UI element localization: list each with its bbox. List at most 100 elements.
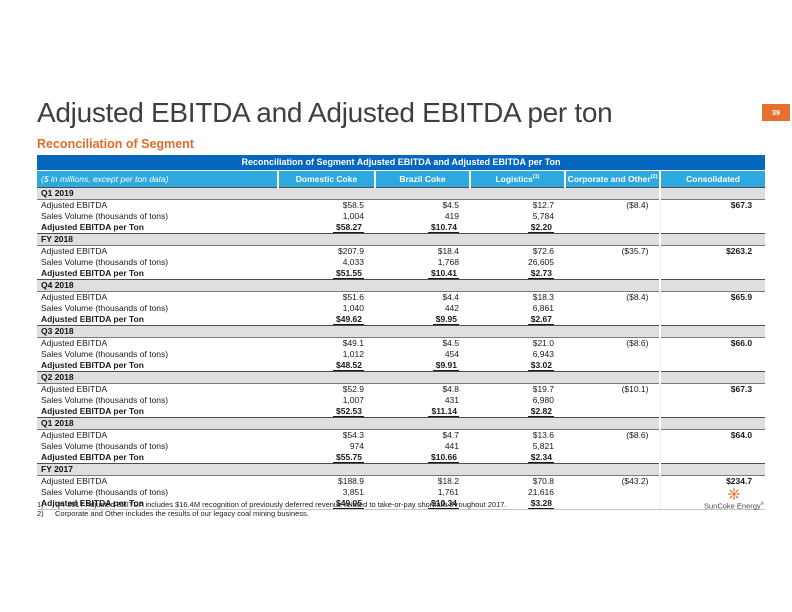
value-cell: $9.91	[375, 360, 470, 372]
footnote-number: 2)	[37, 509, 44, 518]
value-cell	[565, 452, 660, 464]
value-cell	[565, 268, 660, 280]
value-cell	[565, 360, 660, 372]
footnotes: 1) Q4 2017 Adjusted EBITDA includes $16.…	[37, 500, 597, 518]
data-row: Adjusted EBITDA $188.9 $18.2 $70.8 ($43.2) $2…	[37, 475, 766, 487]
value-cell: 442	[375, 303, 470, 314]
value: $2.82	[527, 406, 554, 417]
value: 6,861	[532, 302, 554, 313]
value-cell: ($8.4)	[565, 199, 660, 211]
row-label: Adjusted EBITDA per Ton	[41, 451, 144, 462]
value-cell: 441	[375, 441, 470, 452]
value: $10.34	[428, 498, 459, 509]
value: 974	[349, 440, 364, 451]
value-cell: $234.7	[659, 475, 766, 487]
value-cell: $10.66	[375, 452, 470, 464]
value: $4.5	[442, 199, 459, 210]
data-row: Adjusted EBITDA per Ton $49.05 $10.34 $3.28	[37, 497, 766, 510]
value-cell: $2.82	[470, 406, 565, 418]
period-band-consolidated	[658, 370, 766, 384]
value-cell	[565, 303, 660, 314]
value-cell: $67.3	[659, 199, 766, 211]
registered-mark: ®	[760, 501, 765, 506]
value: $51.6	[342, 291, 364, 302]
value-cell: $18.2	[375, 475, 470, 487]
value: $10.41	[428, 268, 459, 279]
value-cell: $10.74	[375, 222, 470, 234]
value: 454	[444, 348, 459, 359]
value-cell	[565, 314, 660, 326]
footnote-2: 2) Corporate and Other includes the resu…	[37, 509, 597, 518]
section-header-row: FY 2017	[37, 462, 766, 476]
value-cell: ($8.4)	[565, 291, 660, 303]
value-cell: 454	[375, 349, 470, 360]
value-cell: 1,768	[375, 257, 470, 268]
value-cell: $67.3	[659, 383, 766, 395]
value-cell: $188.9	[278, 475, 375, 487]
footnote-number: 1)	[37, 500, 44, 509]
value-cell: 5,784	[470, 211, 565, 222]
value-cell	[659, 348, 766, 360]
value-cell	[659, 267, 766, 279]
section-header-row: Q1 2018	[37, 416, 766, 430]
logo-name: SunCoke Energy	[703, 501, 761, 511]
value-cell	[659, 497, 766, 510]
row-label: Sales Volume (thousands of tons)	[41, 210, 169, 221]
data-row: Adjusted EBITDA per Ton $58.27 $10.74 $2.20	[37, 221, 766, 234]
period-label: Q1 2018	[37, 416, 660, 430]
value-cell: 1,040	[278, 303, 375, 314]
value: $66.0	[730, 337, 753, 348]
value: $234.7	[726, 475, 753, 486]
column-label: Logistics	[495, 173, 533, 184]
footnote-1: 1) Q4 2017 Adjusted EBITDA includes $16.…	[37, 500, 597, 509]
value: $2.67	[527, 314, 554, 325]
value-cell: $54.3	[278, 429, 375, 441]
period-band-consolidated	[658, 324, 766, 338]
section-header-row: Q1 2019	[37, 186, 766, 200]
value-cell	[565, 406, 660, 418]
value-cell: $48.52	[278, 360, 375, 372]
section-subtitle: Reconciliation of Segment	[37, 137, 194, 151]
value: 6,943	[532, 348, 554, 359]
value-cell: $2.67	[470, 314, 565, 326]
period-label: Q3 2018	[37, 324, 660, 338]
value: $9.95	[432, 314, 459, 325]
value-cell: ($43.2)	[565, 475, 660, 487]
value: $18.3	[532, 291, 554, 302]
value-cell: $2.20	[470, 222, 565, 234]
table-body: Q1 2019 Adjusted EBITDA $58.5 $4.5 $12.7 ($8.…	[37, 186, 766, 510]
value-cell: $11.14	[375, 406, 470, 418]
value-cell	[565, 497, 660, 510]
value-cell	[659, 394, 766, 406]
row-label: Sales Volume (thousands of tons)	[41, 440, 169, 451]
value-cell: $19.7	[470, 383, 565, 395]
value-cell: $51.55	[278, 268, 375, 280]
period-label: Q4 2018	[37, 278, 660, 292]
value: $51.55	[333, 268, 364, 279]
page-title: Adjusted EBITDA and Adjusted EBITDA per …	[37, 97, 613, 128]
value-cell: ($10.1)	[565, 383, 660, 395]
column-label: Consolidated	[686, 173, 740, 184]
row-label: Adjusted EBITDA per Ton	[41, 405, 144, 416]
data-row: Adjusted EBITDA $207.9 $18.4 $72.6 ($35.7) $2…	[37, 245, 766, 257]
value-cell: $2.34	[470, 452, 565, 464]
value: $67.3	[730, 383, 753, 394]
value: $10.74	[428, 222, 459, 233]
value: $58.5	[342, 199, 364, 210]
value-cell: ($8.6)	[565, 337, 660, 349]
value-cell: $52.9	[278, 383, 375, 395]
table-title-row: Reconciliation of Segment Adjusted EBITD…	[37, 155, 766, 171]
value: $72.6	[532, 245, 554, 256]
value-cell	[659, 451, 766, 463]
value-cell: 1,012	[278, 349, 375, 360]
value: 21,616	[528, 486, 554, 497]
value-cell: $13.6	[470, 429, 565, 441]
period-label: Q1 2019	[37, 186, 660, 200]
row-label: Adjusted EBITDA per Ton	[41, 221, 144, 232]
value: $49.05	[333, 498, 364, 509]
value-cell: $58.5	[278, 199, 375, 211]
value-cell: $10.34	[375, 497, 470, 510]
value: $207.9	[338, 245, 364, 256]
value-cell: $9.95	[375, 314, 470, 326]
value-cell: $49.62	[278, 314, 375, 326]
